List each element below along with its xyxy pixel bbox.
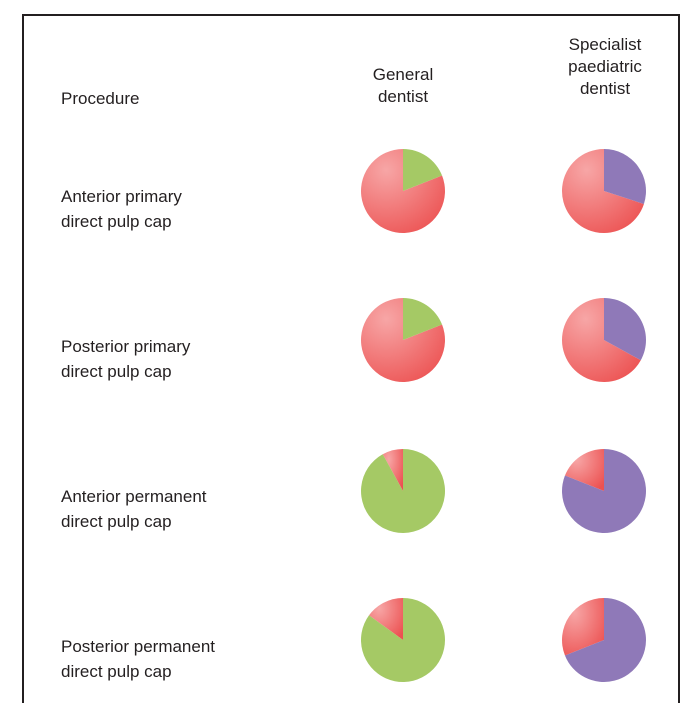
pie-slice-red <box>564 449 604 491</box>
header-procedure: Procedure <box>61 88 139 110</box>
pie-specialist-row-2 <box>561 298 646 383</box>
header-general-dentist: General dentist <box>343 64 463 108</box>
row-label-line-2: direct pulp cap <box>61 512 172 531</box>
header-general-line-2: dentist <box>377 87 429 106</box>
pie-slice-green <box>361 449 446 533</box>
pie-slice-green <box>360 598 445 682</box>
pie-slice-purple <box>564 598 647 683</box>
header-procedure-text: Procedure <box>61 89 140 108</box>
header-specialist-line-2: paediatric <box>568 57 642 76</box>
row-label-line-1: Anterior permanent <box>61 487 207 506</box>
row-label-line-2: direct pulp cap <box>61 662 172 681</box>
row-label-line-1: Anterior primary <box>61 187 182 206</box>
pie-specialist-row-3 <box>562 449 647 534</box>
pie-general-row-3 <box>361 449 446 533</box>
row-label-posterior-primary: Posterior primary direct pulp cap <box>61 334 190 384</box>
pie-general-row-1 <box>360 149 445 234</box>
row-label-posterior-permanent: Posterior permanent direct pulp cap <box>61 634 215 684</box>
row-label-line-1: Posterior permanent <box>61 637 216 656</box>
header-specialist-line-1: Specialist <box>568 35 642 54</box>
pie-slice-purple <box>562 449 647 534</box>
header-general-line-1: General <box>372 65 434 84</box>
figure-frame <box>22 14 680 703</box>
pie-slice-red <box>561 148 644 233</box>
row-label-anterior-primary: Anterior primary direct pulp cap <box>61 184 182 234</box>
pie-general-row-2 <box>360 298 445 383</box>
pie-specialist-row-1 <box>561 148 646 233</box>
pie-slice-red <box>562 598 604 656</box>
row-label-line-2: direct pulp cap <box>61 212 172 231</box>
pie-general-row-4 <box>360 597 445 682</box>
pie-slice-red <box>561 298 641 383</box>
pie-slice-red <box>369 597 403 640</box>
pie-slice-green <box>403 149 443 191</box>
pie-slice-red <box>382 449 403 491</box>
pie-specialist-row-4 <box>562 598 647 683</box>
pie-slice-red <box>360 149 445 234</box>
pie-slice-red <box>360 298 445 383</box>
row-label-line-2: direct pulp cap <box>61 362 172 381</box>
pie-slice-purple <box>604 149 646 204</box>
header-specialist-dentist: Specialist paediatric dentist <box>545 34 665 100</box>
pie-slice-purple <box>604 298 646 361</box>
row-label-anterior-permanent: Anterior permanent direct pulp cap <box>61 484 207 534</box>
pie-slice-green <box>403 298 443 340</box>
header-specialist-line-3: dentist <box>579 79 631 98</box>
row-label-line-1: Posterior primary <box>61 337 191 356</box>
